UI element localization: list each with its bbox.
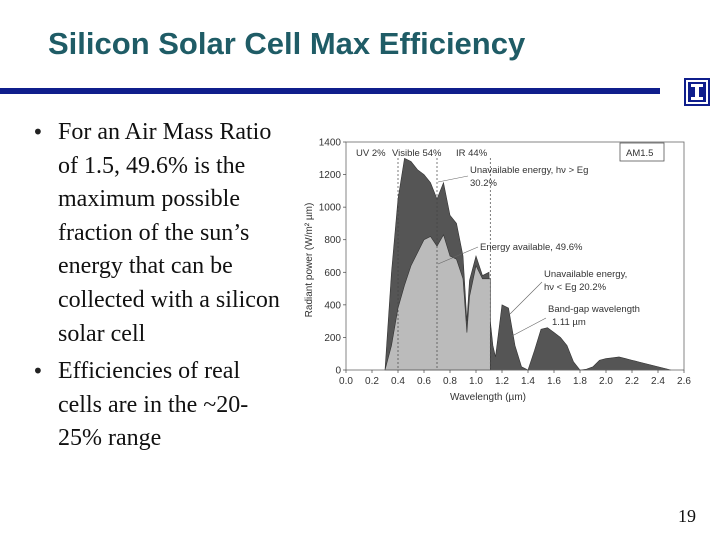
annotation-bandgap-value: 1.11 µm	[552, 317, 586, 328]
x-tick-label: 1.0	[469, 376, 483, 387]
bullet-item-2: • Efficiencies of real cells are in the …	[30, 355, 280, 456]
y-tick-label: 600	[324, 268, 341, 279]
x-tick-label: 1.4	[521, 376, 535, 387]
annotation-bandgap: Band-gap wavelength	[548, 304, 640, 315]
bullet-dot-icon: •	[32, 120, 44, 144]
annotation-unavailable-high: Unavailable energy, hν > Eg	[470, 165, 588, 176]
y-tick-label: 1200	[319, 170, 342, 181]
solar-spectrum-chart: 0 200 400 600 800 1000 1200 1400 0.0 0.2 0.4 0.6 0.8…	[304, 138, 691, 404]
y-tick-label: 400	[324, 300, 341, 311]
am-legend-box	[619, 142, 665, 162]
x-tick-label: 1.8	[573, 376, 587, 387]
annotation-unavailable-high-pct: 30.2%	[470, 178, 497, 189]
bullet-text-1: For an Air Mass Ratio of 1.5, 49.6% is t…	[58, 119, 280, 347]
x-tick-label: 2.0	[599, 376, 613, 387]
x-tick-label: 0.8	[443, 376, 457, 387]
y-tick-label: 200	[324, 333, 341, 344]
y-tick-label: 0	[335, 366, 341, 377]
bullet-text-2: Efficiencies of real cells are in the ~2…	[58, 358, 249, 452]
bullet-list: • For an Air Mass Ratio of 1.5, 49.6% is…	[30, 116, 280, 456]
annotation-unavailable-low: Unavailable energy,	[544, 269, 627, 280]
x-tick-label: 1.2	[495, 376, 509, 387]
x-tick-label: 0.2	[365, 376, 379, 387]
y-tick-label: 1400	[319, 138, 342, 149]
bullet-dot-icon: •	[32, 359, 44, 384]
plot-frame	[345, 141, 685, 371]
band-label-uv: UV 2%	[356, 148, 386, 159]
annotation-available: Energy available, 49.6%	[480, 242, 583, 253]
band-label-visible: Visible 54%	[392, 148, 442, 159]
x-tick-label: 0.4	[391, 376, 405, 387]
slide-number: 19	[678, 506, 696, 526]
series-area-2	[384, 234, 491, 371]
title-rule	[0, 88, 660, 94]
university-i-logo-icon	[684, 78, 710, 106]
y-tick-label: 1000	[319, 203, 342, 214]
x-tick-label: 2.4	[651, 376, 665, 387]
x-axis-label: Wavelength (µm)	[450, 392, 526, 403]
x-tick-label: 0.6	[417, 376, 431, 387]
y-tick-label: 800	[324, 235, 341, 246]
x-tick-label: 2.6	[677, 376, 691, 387]
x-tick-label: 2.2	[625, 376, 639, 387]
leader-line-unavailable-low	[509, 281, 543, 315]
am-legend-label: AM1.5	[626, 148, 653, 159]
leader-line-available	[437, 246, 479, 265]
leader-line-unavailable-high	[437, 175, 469, 183]
x-tick-label: 1.6	[547, 376, 561, 387]
leader-line-bandgap	[511, 317, 547, 337]
bullet-item-1: • For an Air Mass Ratio of 1.5, 49.6% is…	[30, 116, 280, 351]
y-axis-label: Radiant power (W/m² µm)	[304, 203, 315, 318]
x-tick-label: 0.0	[339, 376, 353, 387]
slide-title: Silicon Solar Cell Max Efficiency	[48, 26, 526, 61]
annotation-unavailable-low-pct: hν < Eg 20.2%	[544, 282, 607, 293]
band-label-ir: IR 44%	[456, 148, 488, 159]
